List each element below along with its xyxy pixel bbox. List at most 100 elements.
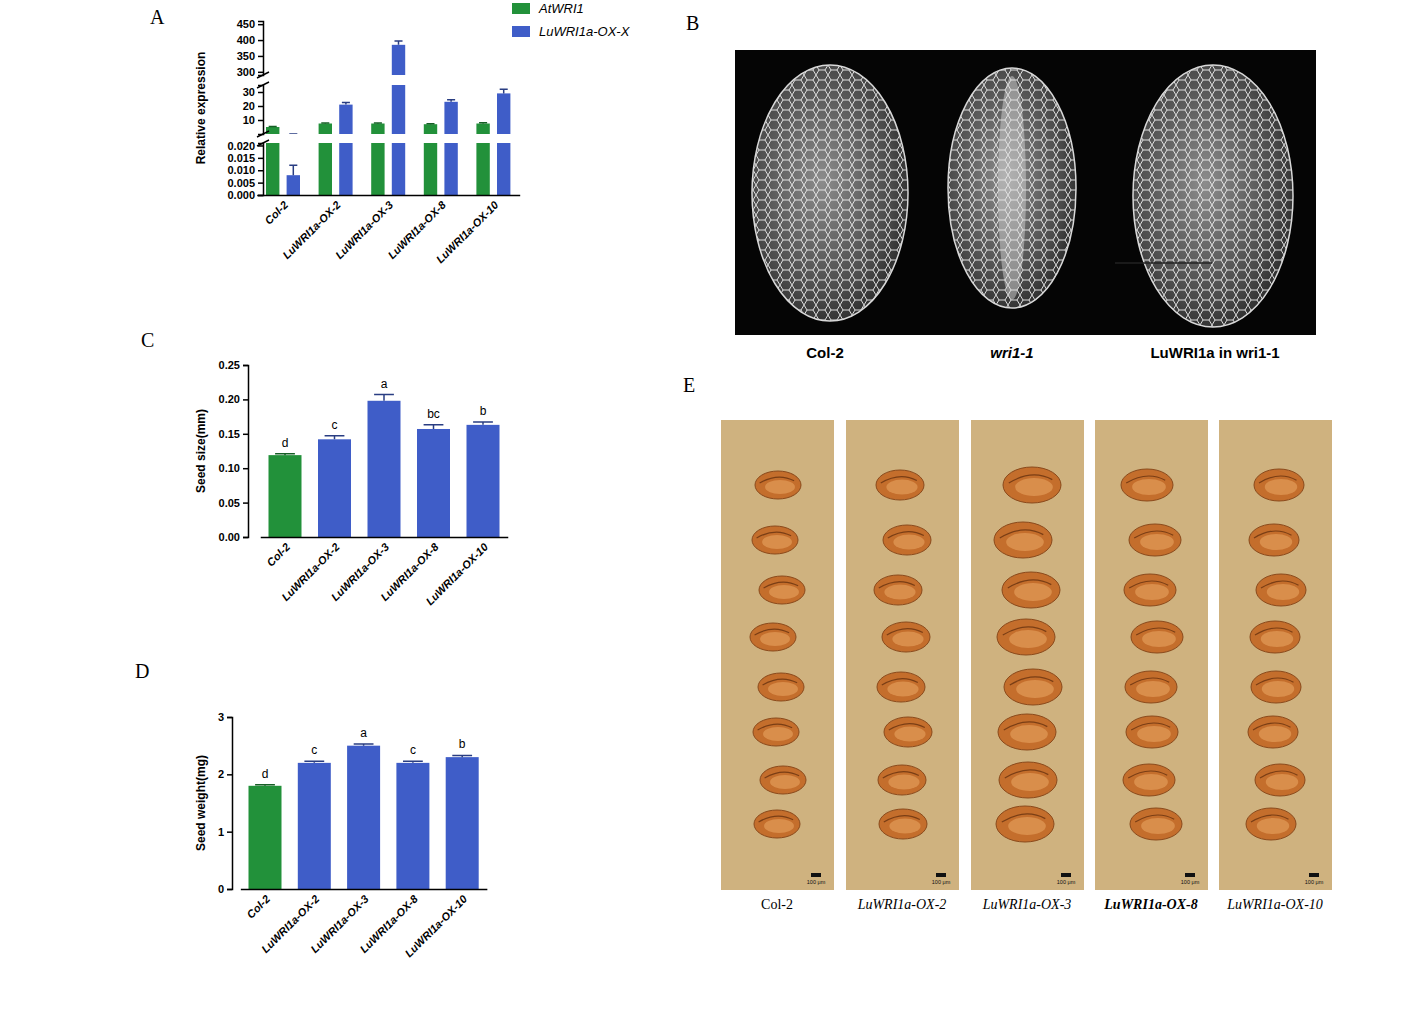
legend: AtWRI1LuWRI1a-OX-X bbox=[512, 1, 631, 39]
seed bbox=[1249, 524, 1299, 556]
error-bar bbox=[374, 395, 394, 401]
seed-hilum bbox=[755, 629, 790, 635]
annotation: c bbox=[410, 743, 416, 757]
bar bbox=[269, 455, 302, 537]
bar bbox=[319, 124, 332, 135]
tick-label: 450 bbox=[237, 18, 255, 30]
seed-highlight bbox=[889, 819, 920, 834]
x-tick: LuWRI1a-OX-10 bbox=[403, 889, 470, 959]
bar bbox=[392, 45, 405, 75]
tick-mark bbox=[243, 365, 248, 367]
seed-image bbox=[1133, 65, 1293, 327]
seed bbox=[877, 672, 925, 702]
tick-mark bbox=[258, 182, 263, 184]
image-panel: BCol-2wri1-1LuWRI1a in wri1-1 bbox=[686, 12, 1316, 361]
seed bbox=[1246, 808, 1296, 840]
scale-bar-label: 100 μm bbox=[1305, 879, 1324, 885]
seed-highlight bbox=[1011, 773, 1049, 791]
seed-hilum bbox=[757, 532, 792, 538]
seed bbox=[1129, 524, 1181, 556]
seed-highlight bbox=[764, 819, 794, 833]
error-bar bbox=[321, 122, 329, 124]
error-cap bbox=[275, 453, 295, 455]
tick-mark bbox=[258, 158, 263, 160]
seed-highlight bbox=[893, 535, 924, 550]
seed bbox=[1003, 467, 1061, 503]
seed-highlight bbox=[894, 727, 925, 742]
seed-highlight bbox=[1267, 584, 1300, 600]
tick-mark bbox=[258, 24, 263, 26]
seed bbox=[754, 810, 800, 838]
seed-hilum bbox=[759, 816, 794, 822]
annotation: bc bbox=[427, 407, 440, 421]
panel-label: C bbox=[141, 329, 154, 351]
error-cap bbox=[342, 102, 350, 104]
y-tick: 0.010 bbox=[227, 164, 263, 176]
seed bbox=[884, 717, 932, 747]
seed-highlight bbox=[1135, 584, 1169, 600]
seed bbox=[752, 526, 798, 554]
seed-hilum bbox=[1255, 628, 1293, 635]
axis-line bbox=[227, 718, 233, 890]
seed-photo bbox=[846, 420, 959, 890]
panel-label: E bbox=[683, 374, 695, 396]
x-tick: LuWRI1a-OX-10 bbox=[423, 537, 490, 607]
seed-highlight bbox=[1140, 534, 1174, 550]
seed-highlight bbox=[1265, 479, 1298, 495]
bar bbox=[368, 401, 401, 537]
panel-label: B bbox=[686, 12, 699, 34]
tick-label: 0.25 bbox=[219, 359, 240, 371]
error-bar bbox=[479, 122, 487, 124]
error-bar bbox=[342, 103, 350, 105]
error-bar bbox=[354, 744, 374, 746]
seed bbox=[879, 809, 927, 839]
seed-highlight bbox=[1259, 726, 1292, 742]
seed bbox=[1125, 671, 1177, 703]
seed-hilum bbox=[881, 477, 917, 483]
seed bbox=[874, 575, 922, 605]
seed-hilum bbox=[1002, 814, 1046, 822]
bar bbox=[266, 143, 279, 195]
bar bbox=[347, 746, 380, 889]
y-axis: 102030 bbox=[243, 86, 264, 135]
scale-bar bbox=[1309, 873, 1319, 877]
seed-highlight bbox=[887, 682, 918, 697]
seed-highlight bbox=[765, 480, 795, 494]
seed bbox=[999, 762, 1057, 798]
error-bar bbox=[424, 425, 444, 429]
seed-hilum bbox=[1000, 530, 1044, 538]
seed-highlight bbox=[884, 585, 915, 600]
seed-hilum bbox=[1253, 723, 1291, 730]
seed bbox=[994, 522, 1052, 558]
seed bbox=[1131, 621, 1183, 653]
seed bbox=[996, 806, 1054, 842]
tick-mark bbox=[227, 774, 232, 776]
seed-hilum bbox=[1260, 771, 1298, 778]
seed bbox=[755, 471, 801, 499]
seed-highlight bbox=[892, 632, 923, 647]
bar bbox=[287, 133, 300, 134]
scale-bar bbox=[811, 873, 821, 877]
y-tick: 350 bbox=[237, 50, 263, 62]
bar bbox=[396, 763, 429, 889]
tick-mark bbox=[258, 120, 263, 122]
annotation: d bbox=[282, 436, 289, 450]
y-tick: 2 bbox=[218, 768, 232, 780]
bar bbox=[266, 127, 279, 134]
seed bbox=[1250, 621, 1300, 653]
axis-line bbox=[261, 537, 509, 539]
bar bbox=[249, 786, 282, 889]
error-bar bbox=[255, 785, 275, 786]
error-bar bbox=[394, 41, 402, 45]
seed-highlight bbox=[1141, 818, 1175, 834]
seed bbox=[753, 718, 799, 746]
seed-highlight bbox=[768, 682, 798, 696]
seed-highlight bbox=[1134, 774, 1168, 790]
seed-hilum bbox=[1261, 581, 1299, 588]
error-cap bbox=[354, 743, 374, 745]
seed-photo bbox=[1095, 420, 1208, 890]
seed bbox=[760, 766, 806, 794]
tick-label: 3 bbox=[218, 711, 224, 723]
annotation: c bbox=[332, 418, 338, 432]
error-cap bbox=[304, 760, 324, 762]
